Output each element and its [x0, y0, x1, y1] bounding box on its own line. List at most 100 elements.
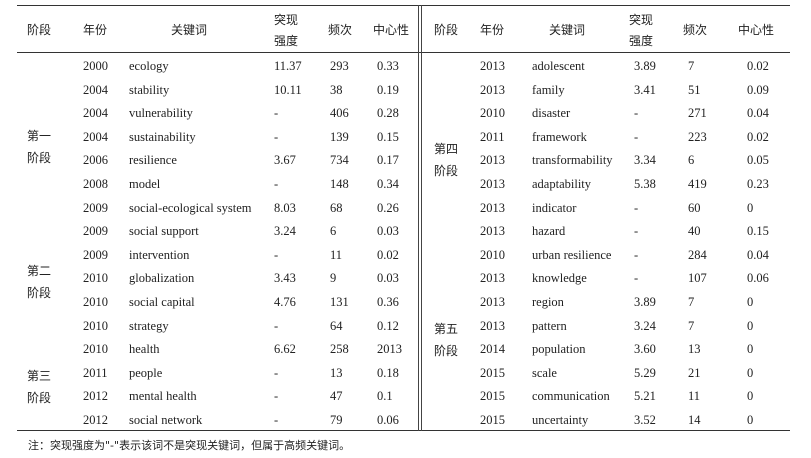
cell-keyword: indicator [532, 200, 577, 215]
cell-burst-strength: - [634, 106, 639, 121]
stage-label: 第二 [27, 264, 52, 278]
cell-keyword: strategy [129, 318, 169, 333]
cell-centrality: 0.26 [377, 200, 399, 215]
cell-burst-strength: 3.89 [634, 59, 656, 73]
cell-keyword: social capital [129, 295, 195, 309]
cell-frequency: 11 [330, 247, 343, 262]
stage-label: 第三 [27, 369, 52, 383]
cell-year: 2000 [83, 59, 108, 73]
cell-centrality: 0.06 [377, 413, 399, 427]
cell-frequency: 11 [688, 389, 701, 404]
cell-frequency: 139 [330, 129, 349, 144]
cell-burst-strength: - [274, 389, 279, 404]
cell-frequency: 406 [330, 106, 349, 121]
cell-year: 2009 [83, 200, 108, 215]
cell-keyword: ecology [129, 59, 169, 73]
cell-year: 2010 [480, 106, 505, 121]
cell-year: 2013 [480, 295, 505, 309]
cell-centrality: 0.03 [377, 271, 399, 286]
stage-label: 第四 [434, 142, 459, 156]
header-year: 年份 [480, 23, 505, 37]
cell-year: 2013 [480, 82, 505, 97]
cell-burst-strength: 3.24 [274, 224, 296, 239]
cell-burst-strength: 3.34 [634, 153, 656, 168]
header-strength-line2: 强度 [274, 34, 299, 48]
cell-keyword: pattern [532, 318, 567, 333]
cell-year: 2015 [480, 389, 505, 404]
cell-year: 2013 [480, 271, 505, 286]
cell-keyword: uncertainty [532, 413, 589, 427]
cell-frequency: 13 [688, 342, 701, 357]
cell-frequency: 293 [330, 59, 349, 73]
cell-year: 2015 [480, 365, 505, 380]
cell-year: 2011 [480, 129, 505, 144]
cell-keyword: model [129, 177, 161, 191]
cell-centrality: 0.04 [747, 247, 769, 262]
cell-year: 2013 [480, 318, 505, 333]
cell-burst-strength: - [274, 413, 279, 427]
cell-burst-strength: - [634, 224, 639, 239]
cell-keyword: adolescent [532, 59, 585, 73]
cell-year: 2013 [480, 59, 505, 73]
cell-keyword: transformability [532, 153, 613, 168]
cell-keyword: disaster [532, 106, 571, 121]
cell-burst-strength: 8.03 [274, 200, 296, 215]
cell-centrality: 0.17 [377, 153, 399, 168]
cell-frequency: 64 [330, 318, 343, 333]
cell-keyword: communication [532, 389, 610, 404]
cell-centrality: 0.19 [377, 82, 399, 97]
cell-year: 2013 [480, 153, 505, 168]
header-frequency: 频次 [683, 23, 708, 37]
header-keyword: 关键词 [549, 23, 586, 37]
cell-burst-strength: - [274, 247, 279, 262]
cell-frequency: 6 [330, 224, 337, 239]
cell-burst-strength: 3.89 [634, 295, 656, 309]
stage-label: 阶段 [434, 164, 459, 178]
cell-centrality: 0.23 [747, 177, 769, 191]
cell-year: 2013 [480, 177, 505, 191]
cell-centrality: 0.15 [377, 129, 399, 144]
cell-year: 2010 [83, 295, 108, 309]
table-divider-right [421, 5, 422, 431]
cell-frequency: 148 [330, 177, 349, 191]
cell-centrality: 0.05 [747, 153, 769, 168]
cell-centrality: 0.34 [377, 177, 399, 191]
cell-keyword: mental health [129, 389, 197, 404]
cell-frequency: 7 [688, 295, 695, 309]
cell-frequency: 284 [688, 247, 707, 262]
header-year: 年份 [83, 23, 108, 37]
cell-frequency: 6 [688, 153, 695, 168]
cell-year: 2013 [480, 224, 505, 239]
cell-centrality: 0.06 [747, 271, 769, 286]
cell-centrality: 0.03 [377, 224, 399, 239]
stage-label: 第一 [27, 129, 52, 143]
cell-burst-strength: - [634, 200, 639, 215]
cell-frequency: 419 [688, 177, 707, 191]
cell-year: 2010 [83, 318, 108, 333]
cell-centrality: 0.12 [377, 318, 399, 333]
cell-keyword: social support [129, 224, 199, 239]
cell-keyword: urban resilience [532, 247, 612, 262]
header-stage: 阶段 [434, 23, 459, 37]
cell-keyword: framework [532, 129, 587, 144]
cell-keyword: sustainability [129, 129, 196, 144]
cell-burst-strength: 5.21 [634, 389, 656, 404]
cell-centrality: 0.1 [377, 389, 393, 404]
cell-keyword: scale [532, 365, 557, 380]
stage-label: 第五 [434, 322, 459, 336]
cell-centrality: 0 [747, 413, 754, 427]
cell-keyword: health [129, 342, 160, 357]
cell-frequency: 7 [688, 59, 695, 73]
cell-burst-strength: 3.24 [634, 318, 656, 333]
cell-burst-strength: - [634, 247, 639, 262]
cell-keyword: stability [129, 82, 170, 97]
cell-centrality: 0.36 [377, 295, 399, 309]
cell-year: 2004 [83, 129, 108, 144]
cell-frequency: 131 [330, 295, 349, 309]
cell-burst-strength: - [274, 365, 279, 380]
cell-keyword: vulnerability [129, 106, 193, 121]
cell-year: 2010 [480, 247, 505, 262]
table-note: 注：突现强度为"-"表示该词不是突现关键词，但属于高频关键词。 [28, 439, 351, 452]
cell-centrality: 0 [747, 200, 754, 215]
